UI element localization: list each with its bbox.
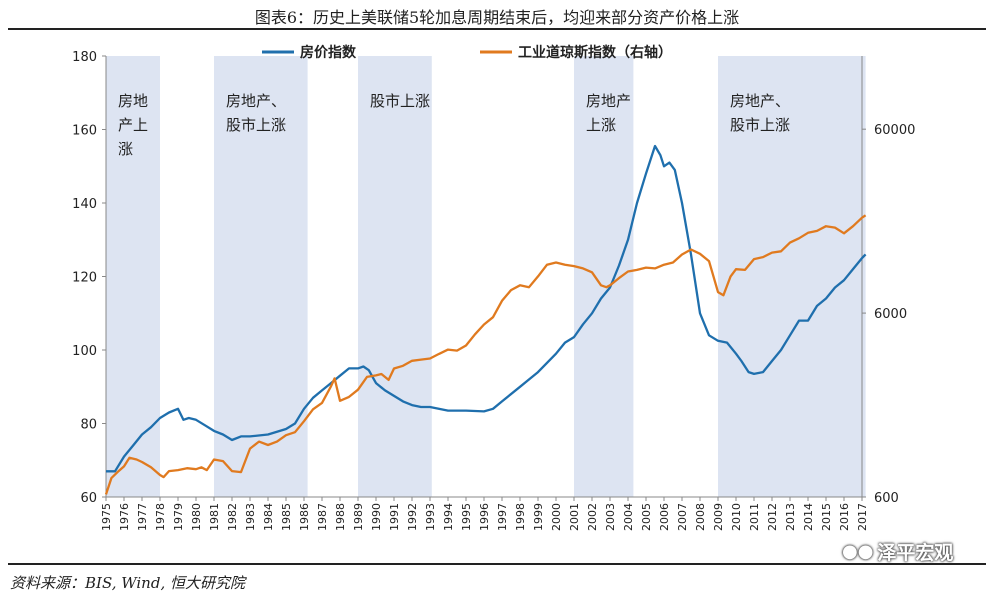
band-label: 房地产、 <box>226 92 286 110</box>
x-tick-label: 2015 <box>820 503 833 531</box>
wechat-icon: ●● <box>842 541 874 562</box>
x-tick-label: 1976 <box>118 503 131 531</box>
left-tick-label: 140 <box>72 197 97 212</box>
x-tick-label: 2005 <box>640 503 653 531</box>
band-label: 股市上涨 <box>370 92 430 110</box>
band-label: 房地 <box>118 92 148 110</box>
x-tick-label: 2012 <box>766 503 779 531</box>
x-tick-label: 1985 <box>280 503 293 531</box>
x-tick-label: 1992 <box>406 503 419 531</box>
x-tick-label: 2002 <box>586 503 599 531</box>
band-label: 股市上涨 <box>730 116 790 134</box>
x-tick-label: 2017 <box>856 503 869 531</box>
x-tick-label: 1980 <box>190 503 203 531</box>
x-tick-label: 1991 <box>388 503 401 531</box>
x-tick-label: 1998 <box>514 503 527 531</box>
source-note: 资料来源：BIS, Wind, 恒大研究院 <box>10 574 245 592</box>
x-tick-label: 1995 <box>460 503 473 531</box>
x-tick-label: 1979 <box>172 503 185 531</box>
x-tick-label: 1989 <box>352 503 365 531</box>
x-tick-label: 2001 <box>568 503 581 531</box>
x-tick-label: 1975 <box>100 503 113 531</box>
left-tick-label: 60 <box>80 491 97 506</box>
right-tick-label: 600 <box>874 491 899 506</box>
x-tick-label: 1978 <box>154 503 167 531</box>
watermark-text: 泽平宏观 <box>877 542 954 564</box>
right-tick-label: 60000 <box>874 123 915 138</box>
band-label: 房地产、 <box>730 92 790 110</box>
x-tick-label: 1997 <box>496 503 509 531</box>
x-tick-label: 1993 <box>424 503 437 531</box>
x-tick-label: 2008 <box>694 503 707 531</box>
left-tick-label: 160 <box>72 124 97 139</box>
band-label: 股市上涨 <box>226 116 286 134</box>
x-tick-label: 1996 <box>478 503 491 531</box>
axes: 60 80 100 120 140 160 180 600 6000 60000 1975 1976 1… <box>72 50 915 531</box>
dow-jones-line <box>104 214 867 495</box>
band-label: 上涨 <box>586 116 616 134</box>
x-tick-label: 2013 <box>784 503 797 531</box>
x-tick-label: 2003 <box>604 503 617 531</box>
left-tick-label: 100 <box>72 344 97 359</box>
shaded-period-1 <box>106 56 160 497</box>
x-tick-label: 2010 <box>730 503 743 531</box>
title-divider <box>8 28 986 30</box>
x-tick-label: 2016 <box>838 503 851 531</box>
chart-title: 图表6：历史上美联储5轮加息周期结束后，均迎来部分资产价格上涨 <box>254 8 740 27</box>
series-lines <box>104 144 867 495</box>
left-tick-label: 120 <box>72 271 97 286</box>
band-label: 房地产 <box>586 92 631 110</box>
right-tick-label: 6000 <box>874 307 907 322</box>
x-tick-label: 1990 <box>370 503 383 531</box>
watermark: ●● 泽平宏观 <box>842 538 953 565</box>
x-tick-label: 2009 <box>712 503 725 531</box>
shaded-period-3 <box>358 56 432 497</box>
x-tick-label: 1999 <box>532 503 545 531</box>
legend-label-house: 房价指数 <box>300 44 357 61</box>
legend: 房价指数 工业道琼斯指数（右轴） <box>262 44 672 61</box>
x-tick-label: 2011 <box>748 503 761 531</box>
x-tick-label: 1982 <box>226 503 239 531</box>
house-price-line <box>106 144 867 473</box>
x-tick-label: 1983 <box>244 503 257 531</box>
x-tick-label: 2014 <box>802 503 815 531</box>
band-label: 产上 <box>118 116 148 134</box>
footer-divider <box>8 563 986 565</box>
left-tick-label: 180 <box>72 50 97 65</box>
shaded-period-2 <box>214 56 308 497</box>
x-tick-label: 1987 <box>316 503 329 531</box>
x-tick-label: 1977 <box>136 503 149 531</box>
x-tick-label: 1986 <box>298 503 311 531</box>
x-tick-label: 2000 <box>550 503 563 531</box>
left-tick-label: 80 <box>80 418 97 433</box>
band-label: 涨 <box>118 140 133 158</box>
x-tick-label: 2007 <box>676 503 689 531</box>
shaded-period-5 <box>718 56 866 497</box>
x-tick-label: 1981 <box>208 503 221 531</box>
x-tick-label: 2006 <box>658 503 671 531</box>
x-tick-label: 1984 <box>262 503 275 531</box>
legend-label-dow: 工业道琼斯指数（右轴） <box>518 44 672 61</box>
x-tick-label: 2004 <box>622 503 635 531</box>
x-tick-label: 1988 <box>334 503 347 531</box>
x-tick-label: 1994 <box>442 503 455 531</box>
shaded-period-4 <box>574 56 634 497</box>
